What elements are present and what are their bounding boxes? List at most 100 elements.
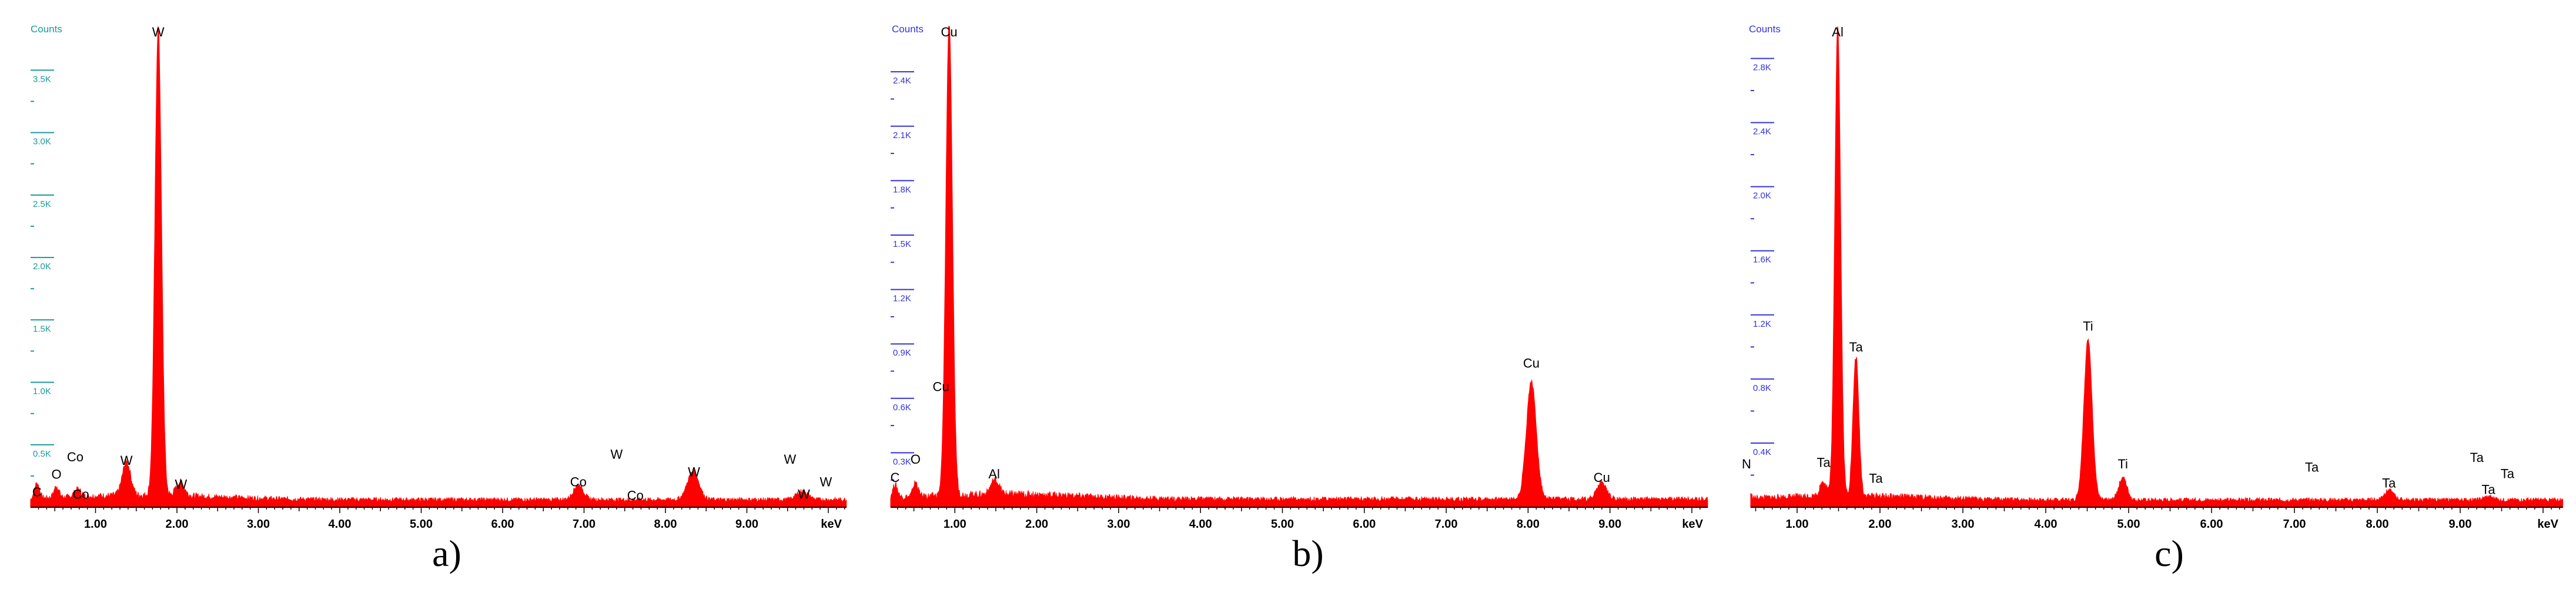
- x-tick-label: 1.00: [84, 518, 107, 529]
- y-tick-label: 1.5K: [33, 324, 51, 334]
- y-tick-label: 1.5K: [893, 239, 911, 249]
- peak-label: W: [688, 464, 700, 479]
- peak-label: W: [784, 452, 797, 467]
- y-tick-label: 0.6K: [893, 403, 911, 413]
- x-tick-label: 6.00: [1353, 518, 1376, 529]
- y-tick-label: 1.2K: [893, 294, 911, 304]
- y-tick-label: 0.5K: [33, 449, 51, 459]
- x-axis-label: keV: [821, 518, 842, 529]
- y-tick-label: 1.6K: [1753, 255, 1771, 265]
- x-tick-label: 4.00: [2035, 518, 2058, 529]
- x-tick-label: 6.00: [2200, 518, 2223, 529]
- x-tick-label: 5.00: [1271, 518, 1294, 529]
- peak-label: Ta: [2382, 476, 2396, 491]
- peak-label: N: [1742, 457, 1751, 471]
- x-tick-label: 2.00: [166, 518, 189, 529]
- peak-label: O: [911, 452, 921, 467]
- chart-c: 1.00 2.00 3.00 4.00 5.00 6.00 7.00 8.00 9.00 keV 0…: [1742, 25, 2564, 529]
- peak-label: O: [51, 467, 61, 482]
- y-tick-label: 1.2K: [1753, 319, 1771, 329]
- peak-label: C: [32, 484, 42, 499]
- peak-label: Ta: [1816, 455, 1831, 470]
- y-tick-label: 1.8K: [893, 185, 911, 195]
- peak-label: Cu: [941, 25, 957, 39]
- y-tick-label: 2.0K: [1753, 191, 1771, 201]
- peak-label: Ta: [2470, 450, 2484, 465]
- peak-label: Co: [67, 450, 83, 464]
- x-tick-label: 4.00: [1189, 518, 1212, 529]
- x-tick-label: 8.00: [654, 518, 677, 529]
- peak-label: Cu: [933, 380, 949, 394]
- x-tick-label: 8.00: [1517, 518, 1540, 529]
- peak-label: Ta: [1849, 340, 1863, 354]
- peak-label: W: [175, 477, 188, 492]
- peak-label: W: [819, 474, 832, 489]
- x-tick-label: 3.00: [247, 518, 270, 529]
- x-tick-label: 5.00: [410, 518, 433, 529]
- y-tick-label: 3.0K: [33, 137, 51, 147]
- x-tick-label: 4.00: [329, 518, 352, 529]
- chart-b: 1.00 2.00 3.00 4.00 5.00 6.00 7.00 8.00 9.00 keV 0…: [890, 25, 1708, 529]
- y-tick-label: 2.0K: [33, 262, 51, 272]
- peak-label: W: [121, 453, 133, 468]
- peak-label: C: [891, 470, 900, 485]
- panel-c: Counts 1.00 2.00 3.00 4.00 5.00 6.00 7.00 8.00 9…: [1722, 0, 2576, 603]
- peak-label: Ta: [1869, 471, 1883, 486]
- y-tick-label: 1.0K: [33, 387, 51, 397]
- y-axis-title: Counts: [892, 24, 924, 35]
- peak-label: Ti: [2083, 319, 2093, 334]
- y-tick-label: 0.3K: [893, 457, 911, 467]
- y-tick-label: 0.9K: [893, 348, 911, 358]
- x-tick-label: 1.00: [944, 518, 966, 529]
- peak-label: W: [611, 447, 623, 462]
- x-tick-label: 9.00: [2449, 518, 2472, 529]
- x-tick-label: 8.00: [2366, 518, 2389, 529]
- x-tick-label: 9.00: [735, 518, 758, 529]
- x-tick-label: 1.00: [1786, 518, 1809, 529]
- peak-label: Co: [627, 488, 644, 503]
- peak-label: Ti: [2117, 457, 2128, 471]
- y-axis-title: Counts: [1749, 24, 1781, 35]
- peak-label: Cu: [1594, 470, 1610, 485]
- spectrum-area: [30, 26, 847, 508]
- y-tick-label: 2.4K: [893, 76, 911, 86]
- y-tick-label: 2.5K: [33, 199, 51, 209]
- peak-label: Al: [1832, 25, 1844, 39]
- x-tick-label: 7.00: [2283, 518, 2306, 529]
- chart-a: 1.00 2.00 3.00 4.00 5.00 6.00 7.00 8.00 9.00 keV 0…: [30, 25, 847, 529]
- panel-a: Counts 1.00 2.00 3.00 4.00 5.00 6.00 7.00 8.00 9…: [0, 0, 858, 603]
- peak-label: Ta: [2481, 483, 2495, 497]
- x-axis-label: keV: [1682, 518, 1703, 529]
- x-axis-label: keV: [2537, 518, 2558, 529]
- x-tick-label: 7.00: [1435, 518, 1458, 529]
- x-tick-label: 2.00: [1869, 518, 1892, 529]
- y-tick-label: 0.4K: [1753, 447, 1771, 457]
- x-tick-label: 2.00: [1025, 518, 1048, 529]
- y-tick-label: 3.5K: [33, 74, 51, 84]
- x-tick-label: 3.00: [1952, 518, 1975, 529]
- peak-label: Ta: [2305, 460, 2319, 474]
- panel-b: Counts 1.00 2.00 3.00 4.00 5.00 6.00 7.00 8.00 9…: [861, 0, 1719, 603]
- y-axis-title: Counts: [31, 24, 62, 35]
- peak-label: Ta: [2501, 466, 2515, 481]
- x-tick-label: 6.00: [491, 518, 514, 529]
- peak-label: Al: [988, 467, 1000, 481]
- spectrum-area: [1750, 26, 2564, 508]
- x-tick-label: 7.00: [573, 518, 596, 529]
- y-tick-label: 0.8K: [1753, 383, 1771, 393]
- panel-label-c: c): [2155, 532, 2184, 574]
- peak-label: W: [798, 487, 810, 502]
- peak-label: W: [152, 25, 165, 39]
- peak-label: Co: [73, 487, 89, 502]
- x-tick-label: 9.00: [1598, 518, 1621, 529]
- x-tick-label: 3.00: [1107, 518, 1130, 529]
- y-tick-label: 2.4K: [1753, 127, 1771, 137]
- spectrum-area: [890, 26, 1708, 508]
- peak-label: Cu: [1523, 356, 1540, 370]
- y-tick-label: 2.8K: [1753, 63, 1771, 73]
- x-tick-label: 5.00: [2117, 518, 2140, 529]
- panel-label-a: a): [432, 532, 461, 574]
- panel-label-b: b): [1292, 532, 1324, 574]
- y-tick-label: 2.1K: [893, 130, 911, 140]
- peak-label: Co: [570, 474, 587, 489]
